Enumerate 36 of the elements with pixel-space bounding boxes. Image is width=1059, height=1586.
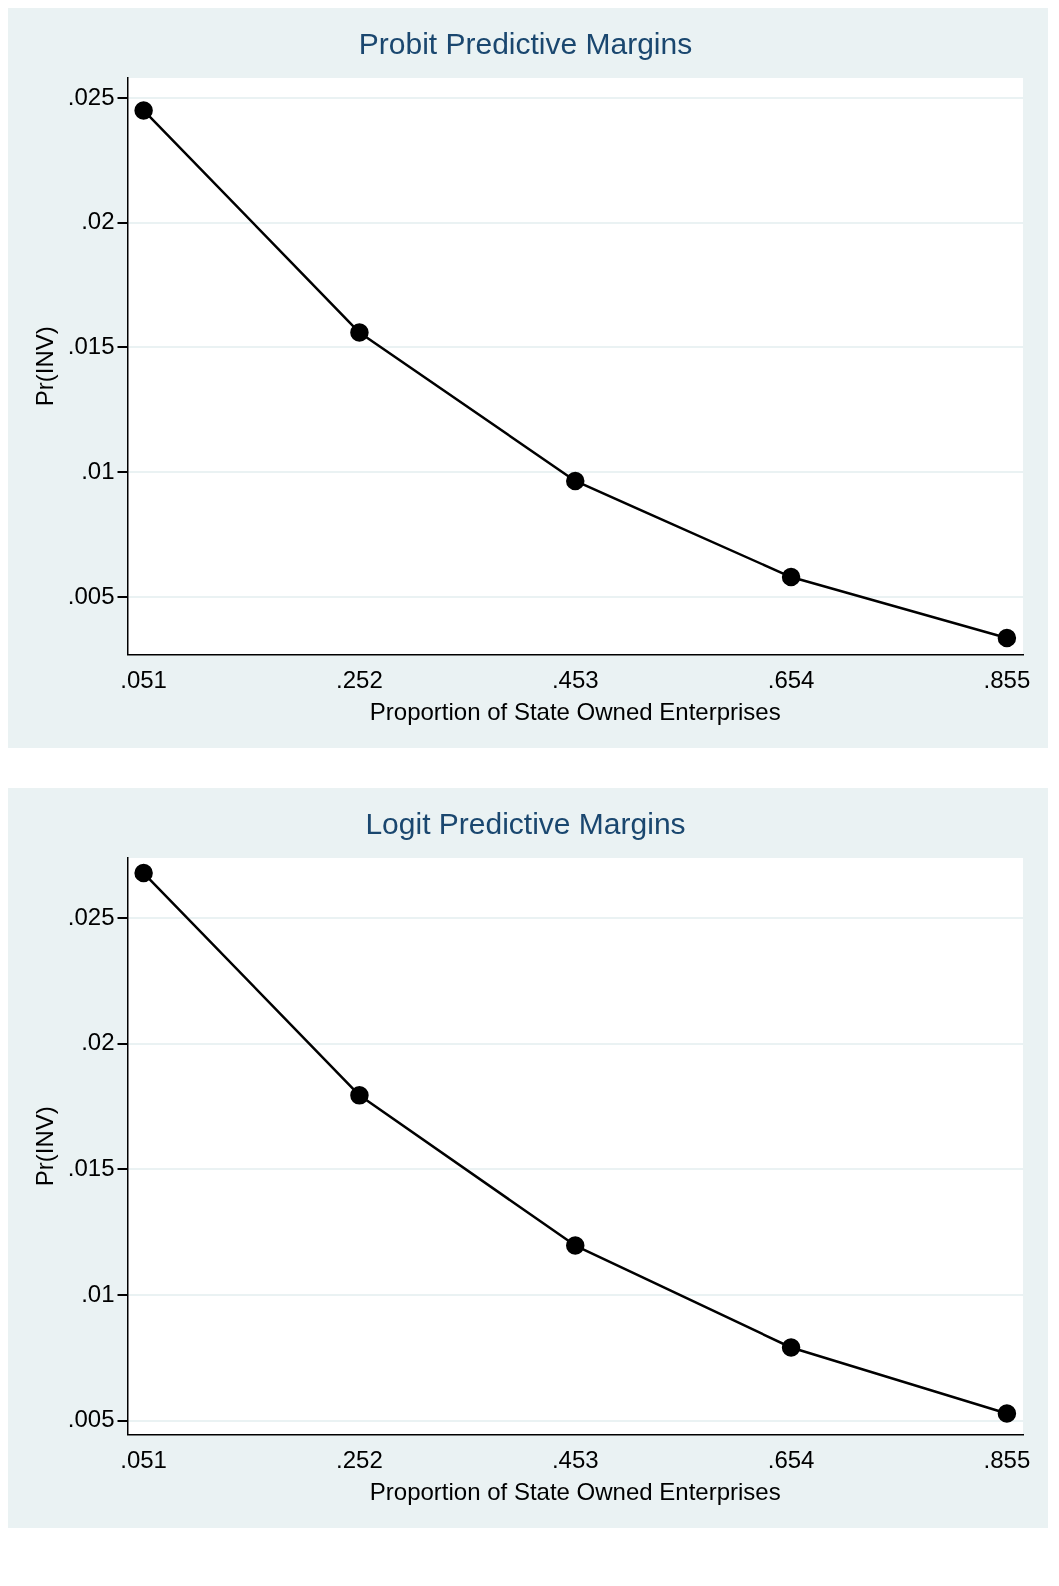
point xyxy=(134,101,153,120)
y-tick-label: .015 xyxy=(67,1154,115,1182)
x-tick-label: .855 xyxy=(983,1446,1031,1474)
point xyxy=(566,471,585,491)
y-tick-label: .005 xyxy=(67,581,115,609)
x-tick-label: .252 xyxy=(336,666,383,694)
point xyxy=(566,1236,585,1255)
point xyxy=(997,1404,1017,1423)
x-axis-title: Proportion of State Owned Enterprises xyxy=(369,698,781,726)
y-tick-label: .005 xyxy=(67,1405,115,1433)
point xyxy=(350,323,369,342)
y-tick-label: .01 xyxy=(81,1279,115,1307)
y-tick-label: .02 xyxy=(81,207,115,235)
point xyxy=(997,628,1017,648)
x-tick-label: .654 xyxy=(767,666,815,694)
x-tick-label: .453 xyxy=(551,1446,599,1474)
y-tick-label: .025 xyxy=(67,902,115,930)
x-tick-label: .051 xyxy=(120,666,167,694)
y-tick-label: .015 xyxy=(67,332,115,360)
x-tick-label: .654 xyxy=(767,1446,815,1474)
point xyxy=(781,567,801,587)
x-tick-label: .252 xyxy=(336,1446,383,1474)
x-tick-label: .453 xyxy=(551,666,599,694)
y-tick-label: .01 xyxy=(81,456,115,484)
x-axis-title: Proportion of State Owned Enterprises xyxy=(369,1478,781,1506)
chart-title: Probit Predictive Margins xyxy=(358,27,693,61)
point xyxy=(134,863,153,883)
y-axis-title: Pr(INV) xyxy=(31,326,59,407)
y-tick-label: .025 xyxy=(67,82,115,110)
point xyxy=(781,1338,801,1357)
y-tick-label: .02 xyxy=(81,1028,115,1056)
y-axis-title: Pr(INV) xyxy=(31,1106,59,1187)
point xyxy=(350,1086,369,1105)
x-tick-label: .855 xyxy=(983,666,1031,694)
chart-title: Logit Predictive Margins xyxy=(365,807,686,841)
x-tick-label: .051 xyxy=(120,1446,167,1474)
